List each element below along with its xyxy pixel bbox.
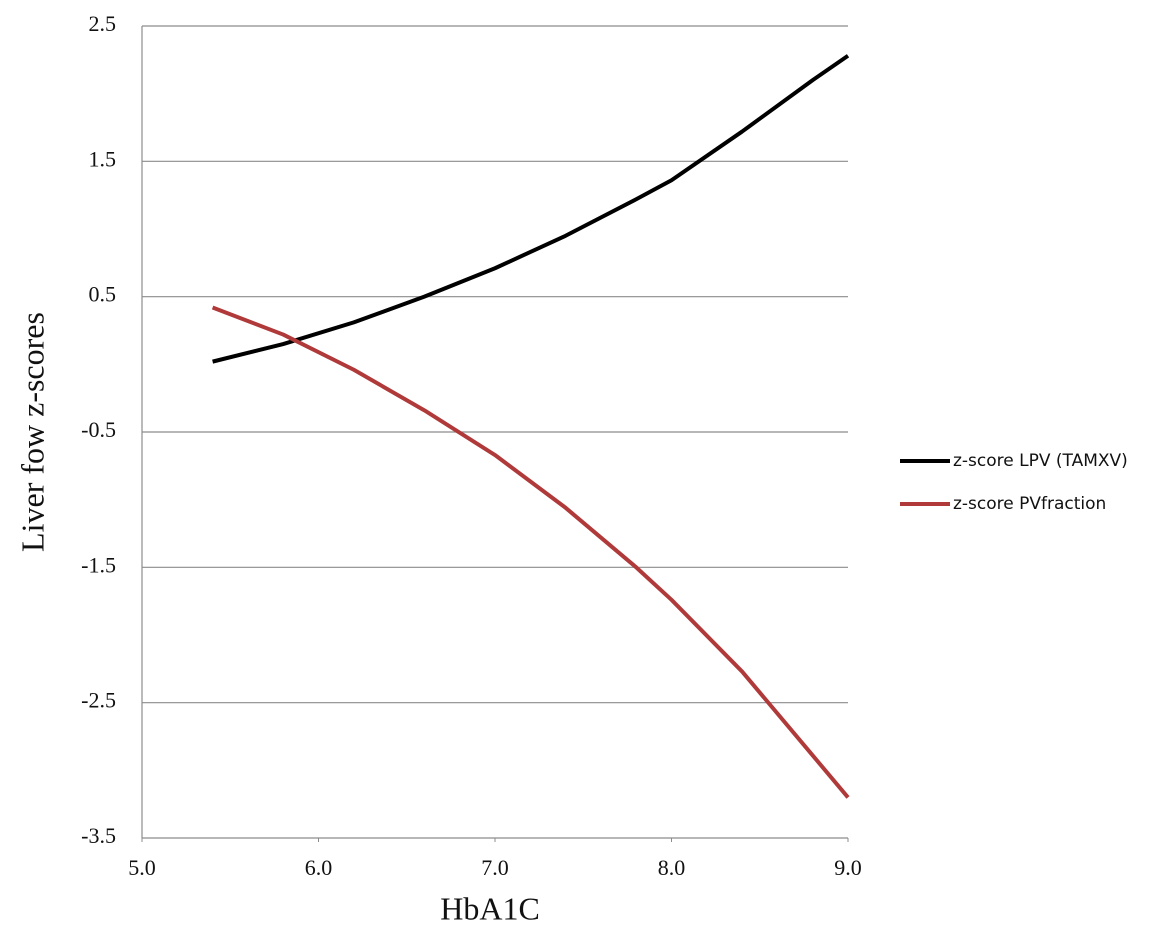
x-tick-label: 9.0 (834, 855, 862, 880)
y-axis-title: Liver fow z-scores (14, 312, 50, 552)
x-tick-label: 7.0 (481, 855, 509, 880)
y-tick-label: -0.5 (81, 417, 116, 442)
line-series (212, 54, 850, 364)
legend-label: z-score LPV (TAMXV) (953, 451, 1128, 471)
x-axis-title: HbA1C (440, 890, 540, 926)
y-tick-label: 2.5 (89, 11, 117, 36)
x-tick-label: 8.0 (658, 855, 686, 880)
y-tick-label: -3.5 (81, 823, 116, 848)
x-tick-label: 6.0 (305, 855, 333, 880)
x-tick-label: 5.0 (128, 855, 156, 880)
legend-label: z-score PVfraction (953, 494, 1106, 514)
y-tick-label: -1.5 (81, 552, 116, 577)
y-tick-label: 0.5 (89, 282, 117, 307)
y-tick-label: -2.5 (81, 688, 116, 713)
line-series (211, 305, 850, 799)
y-tick-label: 1.5 (89, 146, 117, 171)
